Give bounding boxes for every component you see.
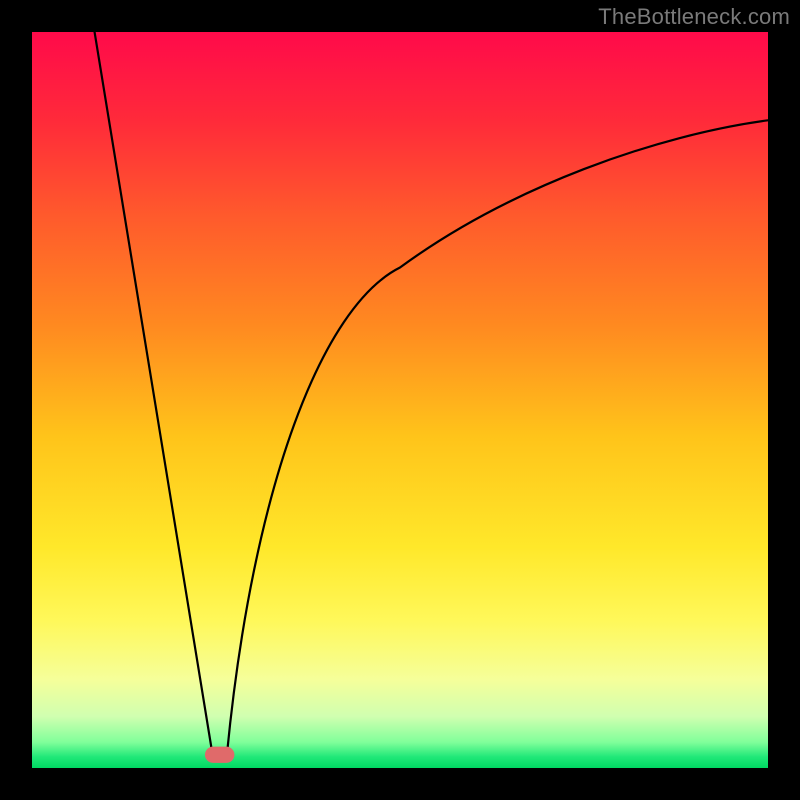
bottleneck-curve [95,32,768,753]
plot-area [32,32,768,768]
curve-layer [32,32,768,768]
watermark-text: TheBottleneck.com [598,4,790,30]
chart-frame: TheBottleneck.com [0,0,800,800]
minimum-marker [205,747,234,763]
